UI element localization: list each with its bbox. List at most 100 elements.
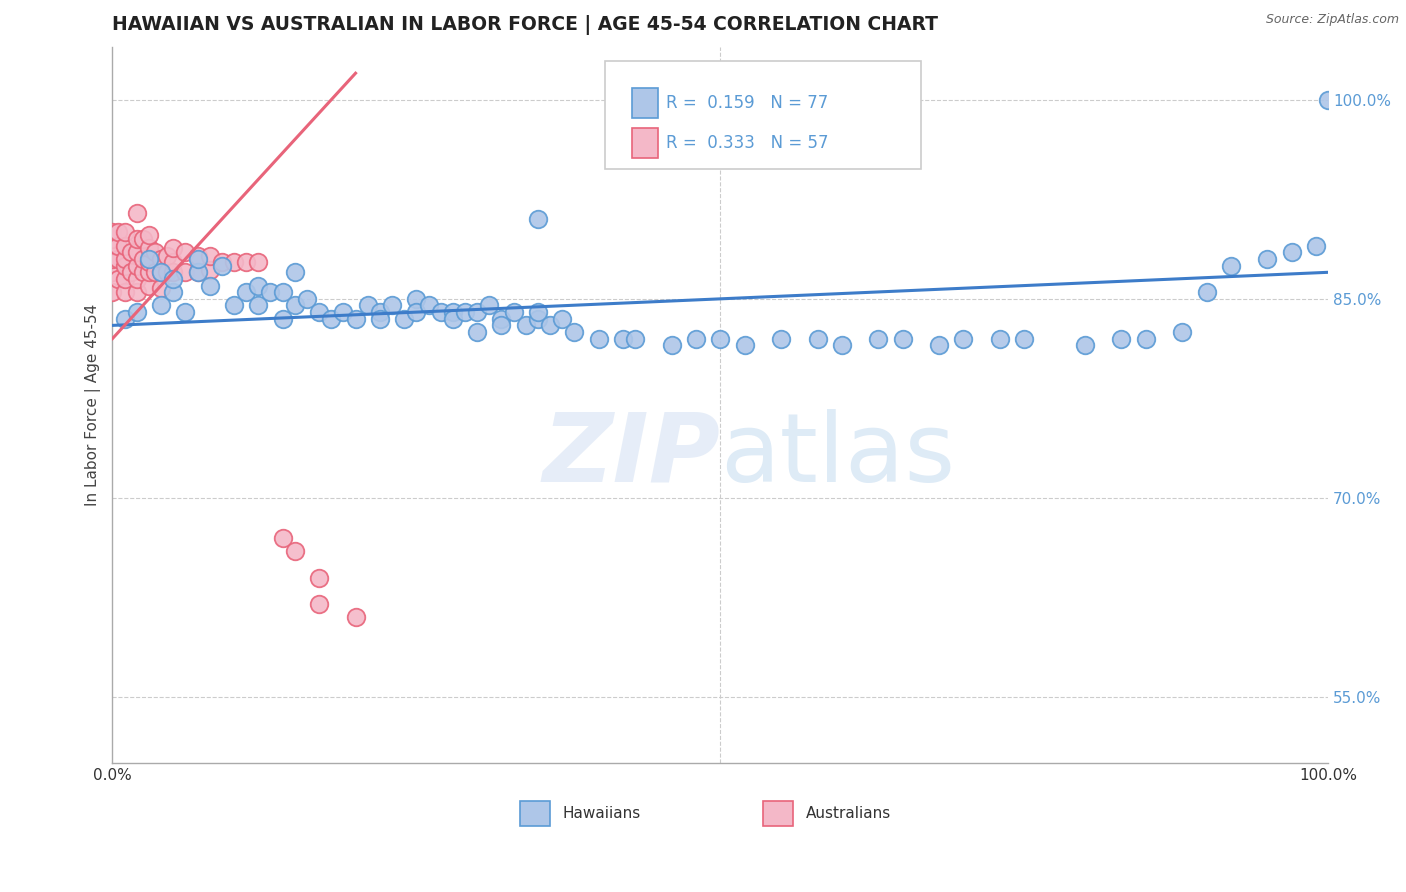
Point xyxy=(132,232,155,246)
Point xyxy=(1256,252,1278,266)
Point xyxy=(235,254,257,268)
Point xyxy=(465,325,488,339)
Point xyxy=(138,265,160,279)
Point xyxy=(211,254,233,268)
Point xyxy=(162,285,184,300)
Point xyxy=(259,285,281,300)
Text: R =  0.159   N = 77: R = 0.159 N = 77 xyxy=(665,94,828,112)
Point xyxy=(174,245,197,260)
Point xyxy=(162,272,184,286)
FancyBboxPatch shape xyxy=(631,87,658,118)
Point xyxy=(478,298,501,312)
Point xyxy=(114,272,136,286)
Point xyxy=(198,262,221,277)
Point xyxy=(125,305,148,319)
Point xyxy=(831,338,853,352)
Point xyxy=(709,332,731,346)
Point xyxy=(138,252,160,266)
Point xyxy=(186,249,208,263)
Point xyxy=(1317,93,1340,107)
Point xyxy=(198,249,221,263)
Point xyxy=(527,311,550,326)
Point xyxy=(107,272,129,286)
Text: ZIP: ZIP xyxy=(543,409,720,501)
Point xyxy=(107,226,129,240)
Point xyxy=(186,252,208,266)
Point xyxy=(1305,239,1327,253)
Point xyxy=(527,212,550,227)
Point xyxy=(143,245,166,260)
Point xyxy=(368,311,391,326)
Point xyxy=(150,265,173,279)
Point xyxy=(454,305,477,319)
Point xyxy=(441,311,464,326)
Point xyxy=(806,332,828,346)
Point xyxy=(988,332,1011,346)
Point xyxy=(321,311,343,326)
Point xyxy=(138,241,160,255)
Point xyxy=(308,570,330,584)
Point xyxy=(734,338,756,352)
Point xyxy=(101,226,124,240)
Point xyxy=(120,245,142,260)
Point xyxy=(107,239,129,253)
Point xyxy=(381,298,404,312)
Point xyxy=(150,281,173,295)
Point xyxy=(491,318,513,333)
Point xyxy=(284,265,307,279)
Point xyxy=(156,265,179,279)
Point xyxy=(198,278,221,293)
Point xyxy=(538,318,561,333)
Point xyxy=(143,265,166,279)
Point xyxy=(1074,338,1097,352)
Point xyxy=(120,265,142,279)
Point xyxy=(392,311,415,326)
Point xyxy=(125,245,148,260)
Point xyxy=(418,298,440,312)
Point xyxy=(101,239,124,253)
Point xyxy=(405,292,427,306)
Y-axis label: In Labor Force | Age 45-54: In Labor Force | Age 45-54 xyxy=(86,304,101,506)
FancyBboxPatch shape xyxy=(631,128,658,159)
Point xyxy=(125,272,148,286)
Point xyxy=(685,332,707,346)
Point xyxy=(101,265,124,279)
Point xyxy=(125,285,148,300)
Point xyxy=(661,338,683,352)
Point xyxy=(952,332,974,346)
Point xyxy=(150,265,173,279)
Point xyxy=(150,298,173,312)
Point xyxy=(235,285,257,300)
Point xyxy=(308,597,330,611)
Point xyxy=(770,332,793,346)
Point xyxy=(101,232,124,246)
Point xyxy=(357,298,380,312)
Point xyxy=(405,305,427,319)
Point xyxy=(308,305,330,319)
Point xyxy=(222,298,245,312)
Point xyxy=(1219,259,1241,273)
Point xyxy=(125,205,148,219)
Text: Hawaiians: Hawaiians xyxy=(562,806,641,821)
Point xyxy=(114,259,136,273)
Text: atlas: atlas xyxy=(720,409,956,501)
Point xyxy=(1171,325,1194,339)
Point xyxy=(271,311,294,326)
Point xyxy=(295,292,318,306)
Point xyxy=(186,265,208,279)
Point xyxy=(174,305,197,319)
Point xyxy=(211,259,233,273)
Point xyxy=(928,338,950,352)
Point xyxy=(527,305,550,319)
Point xyxy=(284,544,307,558)
Point xyxy=(368,305,391,319)
FancyBboxPatch shape xyxy=(520,801,550,826)
Point xyxy=(564,325,586,339)
Point xyxy=(132,265,155,279)
Point xyxy=(1281,245,1303,260)
Point xyxy=(612,332,634,346)
Point xyxy=(247,254,270,268)
Point xyxy=(107,252,129,266)
Point xyxy=(101,285,124,300)
Point xyxy=(429,305,451,319)
